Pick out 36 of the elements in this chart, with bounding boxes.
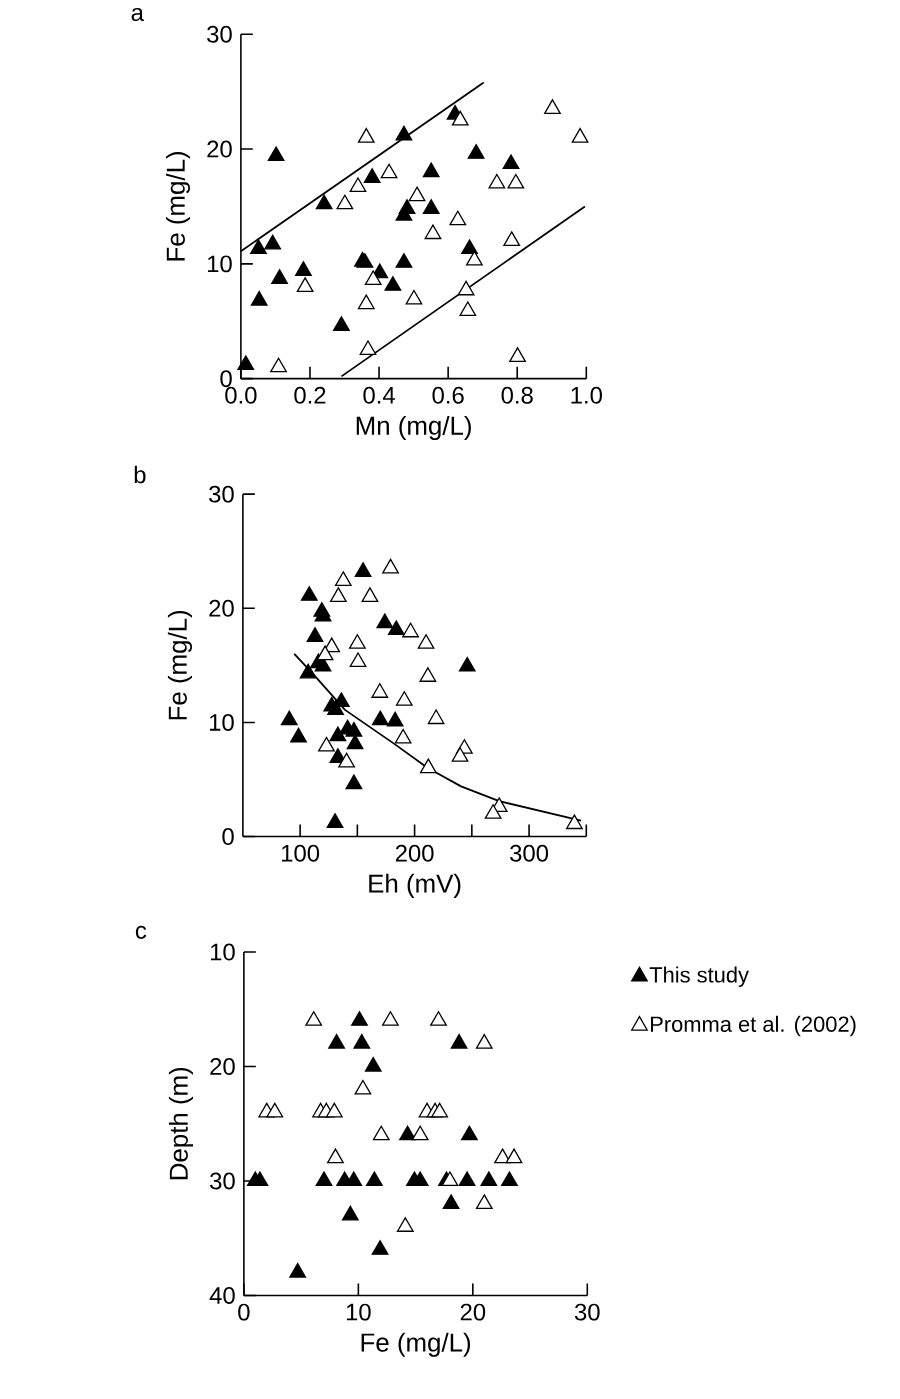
y-axis-title: Fe (mg/L) (165, 152, 191, 261)
x-tick-label: 0 (238, 1303, 250, 1321)
x-tick-label: 0.2 (294, 386, 326, 404)
chart-title: b (134, 465, 146, 484)
x-axis-title: Fe (mg/L) (361, 1332, 471, 1357)
chart-title: c (135, 925, 147, 939)
y-tick-label: 20 (210, 1058, 235, 1075)
x-tick-label: 300 (510, 844, 549, 862)
y-tick-label: 30 (209, 485, 234, 503)
x-tick-label: 100 (282, 844, 320, 862)
x-tick-label: 200 (395, 844, 434, 862)
x-tick-label: 0.6 (432, 386, 464, 404)
chart-title: a (131, 7, 144, 22)
y-tick-label: 0 (220, 370, 232, 388)
x-tick-label: 0.8 (501, 386, 533, 404)
x-tick-label: 0.0 (225, 386, 257, 404)
x-tick-label: 20 (460, 1303, 486, 1321)
y-tick-label: 10 (210, 713, 234, 731)
y-tick-label: 20 (209, 599, 234, 617)
x-axis-title: Mn (mg/L) (356, 415, 471, 441)
x-axis-title: Eh (mV) (369, 873, 461, 898)
x-tick-label: 1.0 (571, 386, 603, 404)
y-tick-label: 40 (209, 1287, 235, 1304)
x-tick-label: 0.4 (363, 386, 396, 404)
y-tick-label: 10 (211, 943, 235, 961)
y-tick-label: 30 (207, 25, 232, 43)
y-axis-title: Depth (m) (168, 1067, 194, 1180)
y-axis-title: Fe (mg/L) (167, 610, 193, 720)
legend-label: Promma et al. (2002) (651, 1015, 856, 1037)
y-tick-label: 20 (207, 140, 232, 158)
y-tick-label: 30 (210, 1172, 235, 1190)
legend-label: This study (649, 966, 750, 987)
y-tick-label: 0 (222, 828, 234, 846)
x-tick-label: 30 (574, 1303, 600, 1321)
x-tick-label: 10 (346, 1303, 371, 1321)
y-tick-label: 10 (208, 255, 232, 273)
